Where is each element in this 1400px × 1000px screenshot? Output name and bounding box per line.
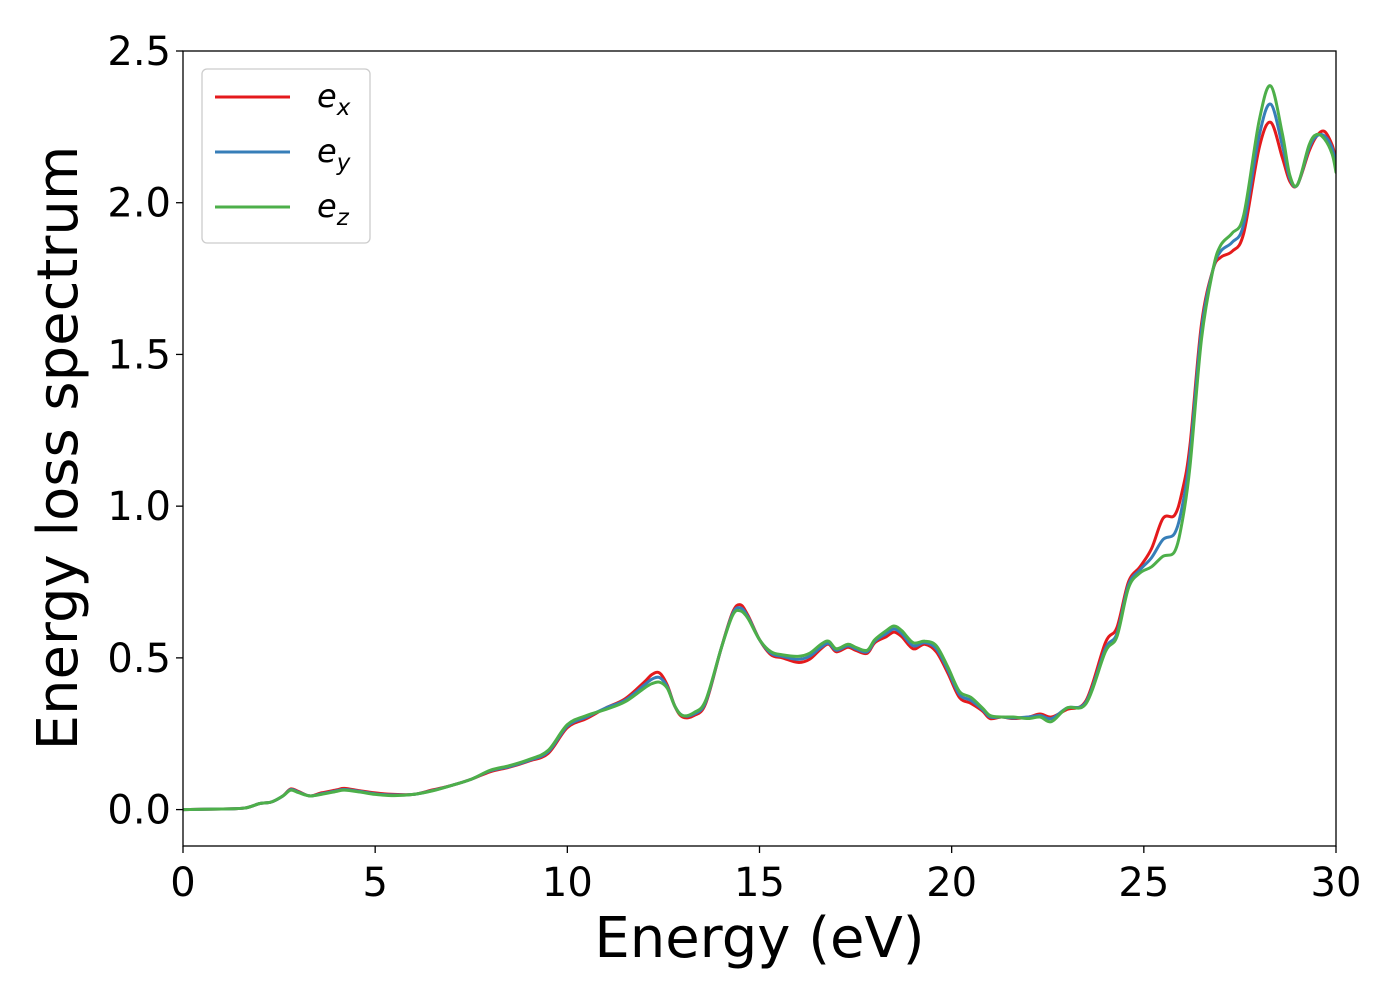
legend-label-e-x: ex	[317, 77, 351, 121]
x-axis-label: Energy (eV)	[594, 906, 924, 971]
y-tick-label: 1.0	[107, 484, 171, 530]
x-tick-label: 25	[1118, 860, 1169, 906]
y-tick-label: 2.0	[107, 181, 171, 227]
x-axis: 0 5 10 15 20 25 30	[170, 846, 1361, 906]
y-tick-label: 1.5	[107, 332, 171, 378]
y-tick-label: 0.5	[107, 636, 171, 682]
x-tick-label: 20	[926, 860, 977, 906]
series-layer	[183, 84, 1336, 812]
x-tick-label: 5	[362, 860, 387, 906]
series-line-e-z	[183, 84, 1336, 812]
y-axis: 0.0 0.5 1.0 1.5 2.0 2.5	[107, 29, 183, 834]
x-tick-label: 0	[170, 860, 195, 906]
y-tick-label: 2.5	[107, 29, 171, 75]
x-tick-label: 30	[1311, 860, 1362, 906]
x-tick-label: 15	[734, 860, 785, 906]
legend-label-e-y: ey	[317, 132, 351, 176]
legend: ex ey ez	[201, 68, 371, 244]
y-axis-label: Energy loss spectrum	[26, 146, 91, 751]
legend-box	[201, 68, 371, 244]
legend-label-e-z: ez	[317, 187, 350, 231]
x-tick-label: 10	[542, 860, 593, 906]
plot-area	[183, 51, 1336, 846]
y-tick-label: 0.0	[107, 788, 171, 834]
